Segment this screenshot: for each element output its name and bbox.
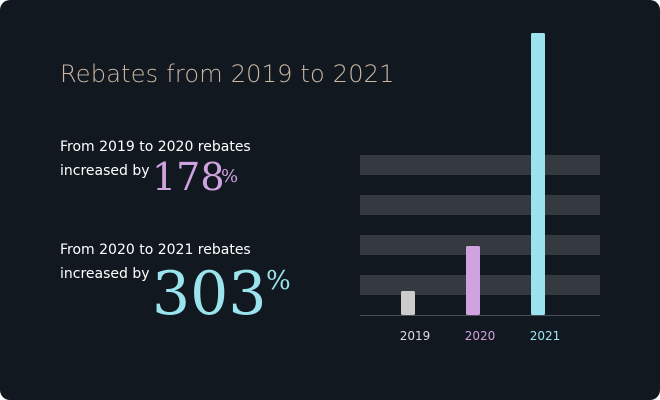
stat-2020-2021-value: 303 (152, 259, 267, 329)
stat-2020-2021-line1: From 2020 to 2021 rebates (60, 242, 251, 258)
x-tick-label-2020: 2020 (465, 329, 496, 343)
grid-band (360, 195, 600, 215)
stat-2019-2020-value: 178 (152, 155, 225, 199)
x-tick-label-2019: 2019 (400, 329, 431, 343)
stat-2019-2020-line1: From 2019 to 2020 rebates (60, 139, 251, 155)
bar-2020 (466, 246, 480, 315)
stat-2019-2020-line2: increased by (60, 163, 150, 179)
bar-2021 (531, 33, 545, 315)
chart-title: Rebates from 2019 to 2021 (60, 60, 395, 88)
stat-2019-2020-unit: % (221, 166, 239, 187)
grid-band (360, 155, 600, 175)
bar-2019 (401, 291, 415, 315)
stat-2020-2021-line2: increased by (60, 266, 150, 282)
x-tick-label-2021: 2021 (530, 329, 561, 343)
stat-2020-2021-unit: % (266, 266, 291, 296)
